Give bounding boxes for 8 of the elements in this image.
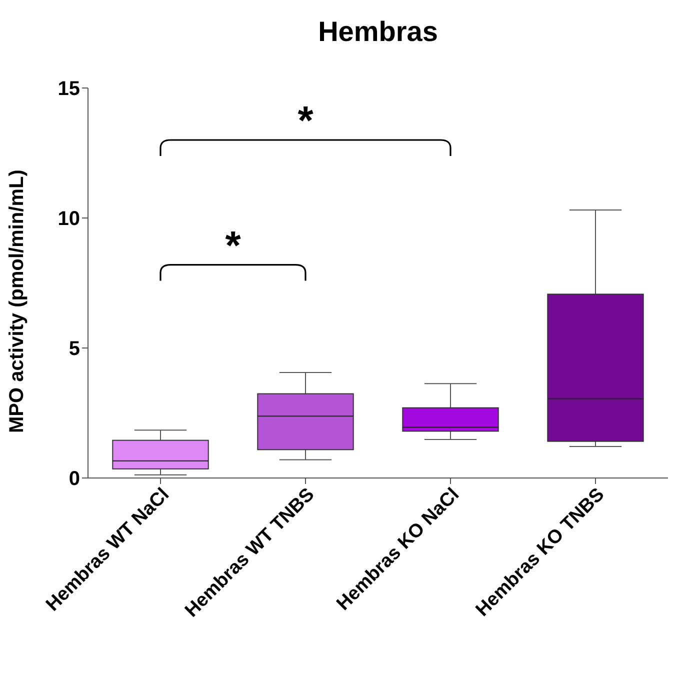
annotation: * <box>298 99 314 143</box>
y-tick-label: 0 <box>68 468 80 490</box>
y-tick-label: 10 <box>58 208 80 230</box>
y-axis-title: MPO activity (pmol/min/mL) <box>6 170 28 433</box>
chart-title: Hembras <box>317 16 439 48</box>
y-tick-label: 5 <box>68 338 80 360</box>
annotation: * <box>225 224 242 268</box>
y-tick-label: 15 <box>58 78 80 100</box>
